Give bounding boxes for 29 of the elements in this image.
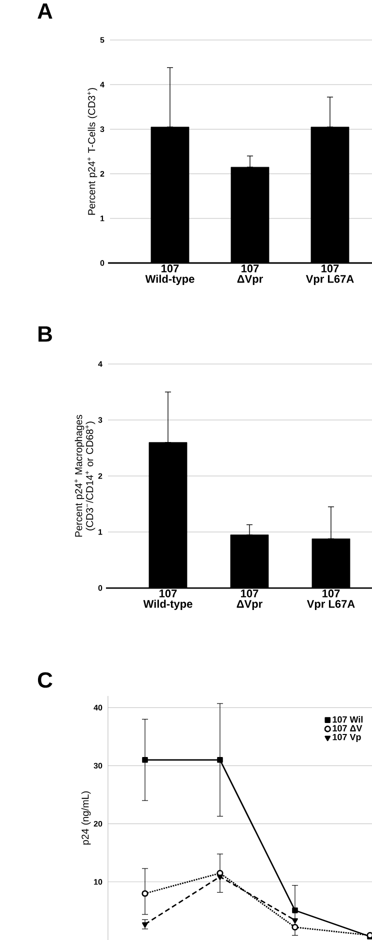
y-tick-label: 3 bbox=[100, 126, 104, 132]
chart-title: C bbox=[38, 672, 52, 688]
y-tick-label: 20 bbox=[94, 820, 102, 827]
y-tick-label: 30 bbox=[94, 762, 102, 769]
y-tick-label: 0 bbox=[98, 585, 102, 591]
x-tick-label: 107 ΔVpr bbox=[236, 590, 262, 610]
y-tick-label: 1 bbox=[100, 216, 104, 222]
x-tick-label: 107 Wild-type bbox=[143, 590, 192, 610]
y-tick-label: 2 bbox=[100, 171, 104, 177]
legend-label: 107 Wil bbox=[332, 716, 363, 723]
x-tick-label: 107 Vpr L67A bbox=[306, 590, 355, 610]
y-tick-label: 2 bbox=[98, 473, 102, 479]
y-axis-title: Percent p24$^{+}$ T-Cells (CD3$^{+}$) bbox=[87, 88, 98, 215]
x-tick-label: 107 Wild-type bbox=[145, 264, 194, 285]
y-tick-label: 4 bbox=[100, 82, 104, 88]
chart-title: B bbox=[38, 326, 52, 342]
y-tick-label: 0 bbox=[100, 260, 104, 266]
y-tick-label: 4 bbox=[98, 361, 102, 367]
y-tick-label: 40 bbox=[94, 704, 102, 710]
legend-label: 107 Vp bbox=[332, 734, 361, 742]
y-tick-label: 10 bbox=[94, 879, 102, 885]
legend-label: 107 ΔV bbox=[332, 725, 362, 732]
y-tick-label: 3 bbox=[98, 417, 102, 423]
y-tick-label: 5 bbox=[100, 37, 104, 43]
y-axis-title: p24 (ng/mL) bbox=[81, 791, 91, 845]
chart-title: A bbox=[38, 3, 52, 19]
x-tick-label: 107 ΔVpr bbox=[237, 264, 263, 285]
x-tick-label: 107 Vpr L67A bbox=[306, 264, 354, 285]
y-tick-label: 1 bbox=[98, 529, 102, 535]
